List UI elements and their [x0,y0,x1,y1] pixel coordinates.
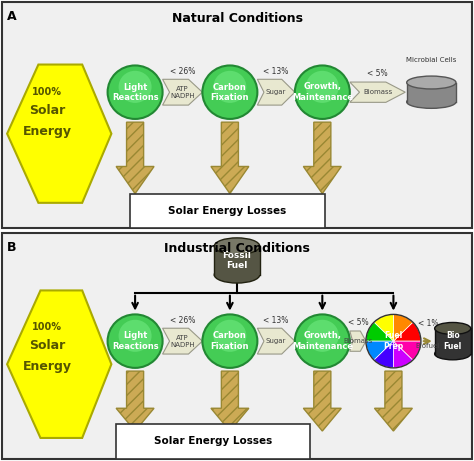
Text: Solar Energy Losses: Solar Energy Losses [154,436,273,446]
Text: Energy: Energy [23,360,72,373]
Wedge shape [393,341,413,368]
Text: Carbon
Fixation: Carbon Fixation [210,331,249,351]
Text: A: A [7,10,17,23]
Text: Solar: Solar [29,104,65,117]
Circle shape [108,314,163,368]
Wedge shape [374,341,393,368]
Circle shape [306,320,339,352]
Text: Energy: Energy [23,125,72,138]
Polygon shape [7,290,111,438]
Text: 100%: 100% [32,87,63,97]
Polygon shape [7,65,111,203]
Text: < 26%: < 26% [170,66,195,76]
Polygon shape [303,122,341,194]
Text: Biomass: Biomass [363,89,392,95]
Ellipse shape [407,95,456,108]
FancyBboxPatch shape [2,2,472,228]
FancyBboxPatch shape [2,233,472,459]
Wedge shape [393,341,421,360]
Polygon shape [350,331,366,351]
Polygon shape [374,371,412,431]
Text: Microbial Cells: Microbial Cells [406,57,456,63]
Text: Industrial Conditions: Industrial Conditions [164,242,310,255]
Text: Light
Reactions: Light Reactions [112,83,158,102]
Ellipse shape [214,238,260,254]
Polygon shape [163,79,202,105]
FancyBboxPatch shape [435,328,471,354]
Text: Light
Reactions: Light Reactions [112,331,158,351]
Text: Solar: Solar [29,339,65,352]
FancyBboxPatch shape [214,246,260,275]
Text: Sugar: Sugar [266,338,286,344]
Circle shape [213,320,246,352]
Circle shape [118,71,152,103]
Ellipse shape [214,266,260,283]
Polygon shape [257,328,295,354]
Text: ATP
NADPH: ATP NADPH [170,335,195,348]
Text: Bio
Fuel: Bio Fuel [444,331,462,351]
Text: Biomass: Biomass [343,338,373,344]
Wedge shape [366,341,393,360]
Text: Fossil
Fuel: Fossil Fuel [223,251,251,270]
Polygon shape [211,122,249,194]
Text: Carbon
Fixation: Carbon Fixation [210,83,249,102]
Circle shape [306,71,339,103]
Wedge shape [393,314,413,341]
Polygon shape [211,371,249,431]
Polygon shape [116,122,154,194]
Text: < 26%: < 26% [170,315,195,325]
Circle shape [295,65,350,119]
Text: Growth,
Maintenance: Growth, Maintenance [292,83,353,102]
Text: < 1%: < 1% [418,319,438,328]
Text: Biofuel: Biofuel [416,343,440,349]
Ellipse shape [407,76,456,89]
Circle shape [118,320,152,352]
Text: ATP
NADPH: ATP NADPH [170,86,195,99]
Circle shape [108,65,163,119]
Text: Fuel
Prep: Fuel Prep [383,331,403,351]
Polygon shape [163,328,202,354]
Wedge shape [393,322,421,341]
Polygon shape [303,371,341,431]
Ellipse shape [435,348,471,360]
Circle shape [202,314,257,368]
Text: 100%: 100% [32,322,63,332]
FancyBboxPatch shape [407,83,456,102]
Ellipse shape [435,323,471,335]
Wedge shape [374,314,393,341]
Text: < 13%: < 13% [264,66,289,76]
Text: < 5%: < 5% [347,318,368,327]
Text: Natural Conditions: Natural Conditions [172,12,302,24]
Text: B: B [7,241,17,254]
Polygon shape [257,79,295,105]
Circle shape [213,71,246,103]
Text: < 5%: < 5% [367,69,388,78]
Polygon shape [350,82,405,102]
Text: < 13%: < 13% [264,315,289,325]
Circle shape [202,65,257,119]
Circle shape [295,314,350,368]
Text: Sugar: Sugar [266,89,286,95]
FancyBboxPatch shape [116,424,310,459]
Wedge shape [366,322,393,341]
Text: Solar Energy Losses: Solar Energy Losses [168,206,287,216]
Polygon shape [116,371,154,431]
Text: Growth,
Maintenance: Growth, Maintenance [292,331,353,351]
FancyBboxPatch shape [130,194,325,228]
